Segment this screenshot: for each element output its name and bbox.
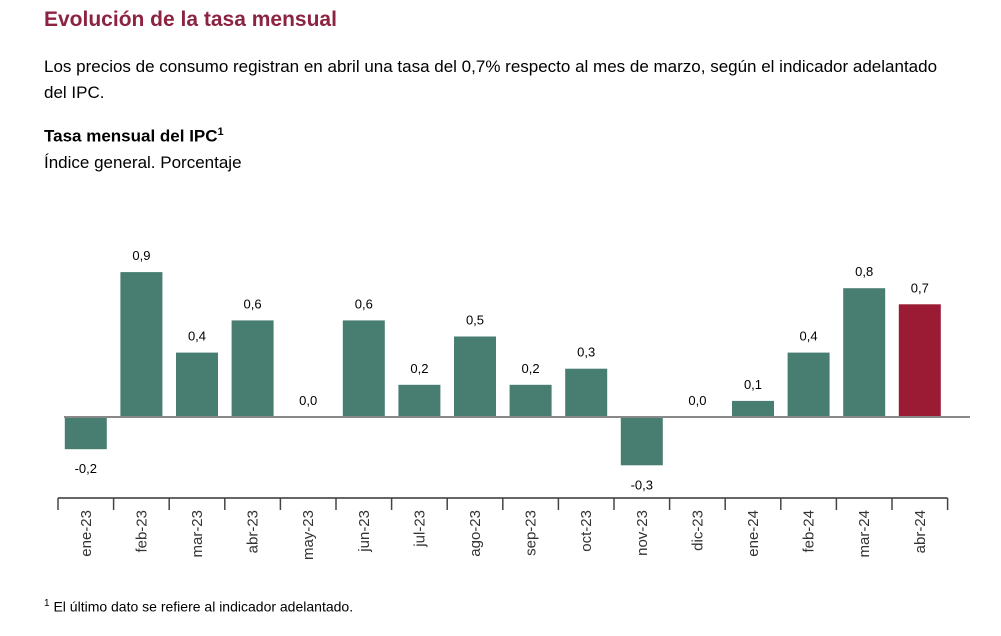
x-tick-label: may-23 xyxy=(300,510,317,560)
footnote-number: 1 xyxy=(44,598,50,609)
chart-title: Tasa mensual del IPC1 xyxy=(44,126,224,147)
data-label: 0,6 xyxy=(355,296,373,311)
data-label: 0,1 xyxy=(744,377,762,392)
data-label: 0,9 xyxy=(132,248,150,263)
chart-title-text: Tasa mensual del IPC xyxy=(44,126,218,146)
x-tick-label: ene-24 xyxy=(745,510,762,557)
bar-mar-23 xyxy=(176,352,218,417)
x-tick-label: feb-23 xyxy=(133,510,150,553)
bar-nov-23 xyxy=(620,417,663,466)
page-title: Evolución de la tasa mensual xyxy=(44,8,337,31)
x-tick-label: nov-23 xyxy=(634,510,651,556)
bar-mar-24 xyxy=(843,288,886,417)
data-label: 0,4 xyxy=(800,329,818,344)
x-tick-label: sep-23 xyxy=(523,510,540,556)
data-label: 0,0 xyxy=(688,393,706,408)
bar-abr-23 xyxy=(231,320,274,417)
bar-ago-23 xyxy=(454,336,496,417)
x-tick-label: dic-23 xyxy=(689,510,706,551)
footnote-text: El último dato se refiere al indicador a… xyxy=(53,598,354,615)
chart-subtitle: Índice general. Porcentaje xyxy=(44,153,242,172)
data-label: 0,7 xyxy=(911,280,929,295)
bar-ene-24 xyxy=(732,400,774,417)
bar-abr-24 xyxy=(898,304,941,417)
x-tick-label: feb-24 xyxy=(801,510,818,553)
bar-ene-23 xyxy=(64,417,107,450)
footnote-mark: 1 xyxy=(217,126,224,138)
data-label: -0,3 xyxy=(631,477,653,492)
x-tick-label: abr-23 xyxy=(245,510,262,553)
data-label: 0,3 xyxy=(577,345,595,360)
bar-oct-23 xyxy=(565,368,608,417)
data-label: 0,8 xyxy=(855,264,873,279)
x-tick-label: oct-23 xyxy=(578,510,595,552)
description: Los precios de consumo registran en abri… xyxy=(44,57,938,102)
data-label: 0,0 xyxy=(299,393,317,408)
x-tick-label: mar-23 xyxy=(189,510,206,558)
data-label: 0,6 xyxy=(244,296,262,311)
x-tick-label: ago-23 xyxy=(467,510,484,557)
bar-jun-23 xyxy=(342,320,385,417)
x-tick-label: jul-23 xyxy=(411,510,428,548)
footnote: 1 El último dato se refiere al indicador… xyxy=(44,598,353,615)
bar-feb-23 xyxy=(120,272,163,417)
bar-sep-23 xyxy=(509,384,552,417)
x-tick-label: jun-23 xyxy=(356,510,373,553)
bar-jul-23 xyxy=(398,384,441,417)
data-label: 0,4 xyxy=(188,329,206,344)
x-tick-label: ene-23 xyxy=(78,510,95,557)
x-tick-label: abr-24 xyxy=(912,510,929,553)
x-tick-label: mar-24 xyxy=(856,510,873,558)
data-label: -0,2 xyxy=(75,461,97,476)
data-label: 0,2 xyxy=(522,361,540,376)
data-label: 0,2 xyxy=(410,361,428,376)
bar-feb-24 xyxy=(787,352,830,417)
data-label: 0,5 xyxy=(466,313,484,328)
